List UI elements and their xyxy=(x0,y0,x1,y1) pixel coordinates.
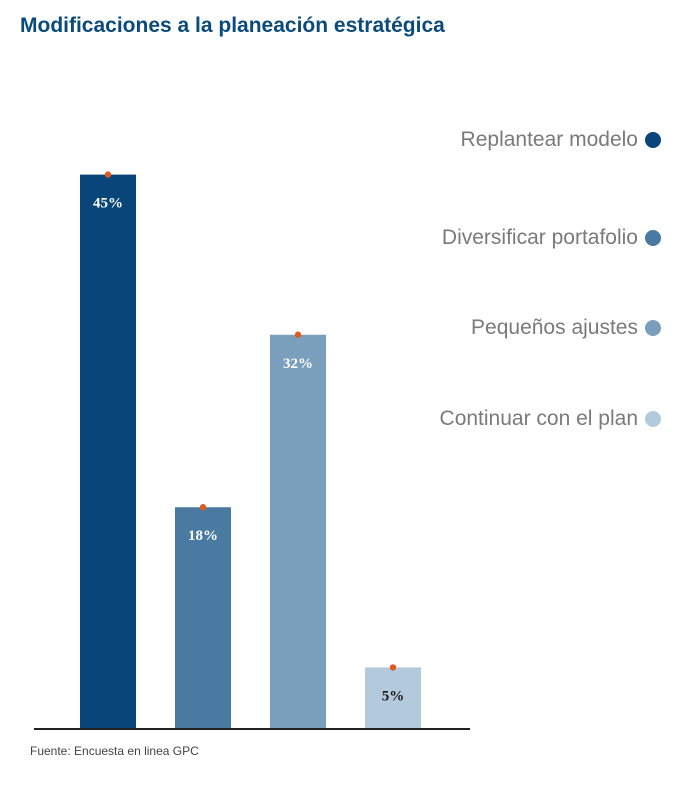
data-label-continuar-con-el-plan: 5% xyxy=(382,688,405,704)
legend-item-replantear-modelo: Replantear modelo xyxy=(461,128,661,151)
legend-label: Continuar con el plan xyxy=(440,407,638,430)
bars-group: 45% 18% 32% 5% xyxy=(80,171,421,730)
legend-swatch xyxy=(645,230,661,246)
bar-replantear-modelo xyxy=(80,174,136,730)
legend-label: Pequeños ajustes xyxy=(471,316,638,339)
data-label-diversificar-portafolio: 18% xyxy=(188,528,218,544)
legend-swatch xyxy=(645,411,661,427)
bar-diversificar-portafolio xyxy=(175,507,231,729)
legend: Replantear modelo Diversificar portafolio… xyxy=(440,128,661,430)
legend-swatch xyxy=(645,320,661,336)
legend-item-continuar-con-el-plan: Continuar con el plan xyxy=(440,407,661,430)
legend-item-pequenos-ajustes: Pequeños ajustes xyxy=(471,316,661,339)
bar-pequenos-ajustes xyxy=(270,334,326,729)
bar-continuar-con-el-plan xyxy=(365,667,421,729)
chart-title: Modificaciones a la planeación estratégi… xyxy=(20,14,445,37)
bar-top-marker xyxy=(294,331,302,338)
legend-label: Diversificar portafolio xyxy=(442,226,638,249)
legend-label: Replantear modelo xyxy=(461,128,638,151)
data-label-replantear-modelo: 45% xyxy=(93,196,123,212)
data-label-pequenos-ajustes: 32% xyxy=(283,356,313,372)
source-note: Fuente: Encuesta en linea GPC xyxy=(30,744,199,758)
legend-item-diversificar-portafolio: Diversificar portafolio xyxy=(442,226,661,249)
bar-top-marker xyxy=(199,504,207,511)
bar-top-marker xyxy=(389,664,397,671)
legend-swatch xyxy=(645,132,661,148)
bar-top-marker xyxy=(104,171,112,178)
